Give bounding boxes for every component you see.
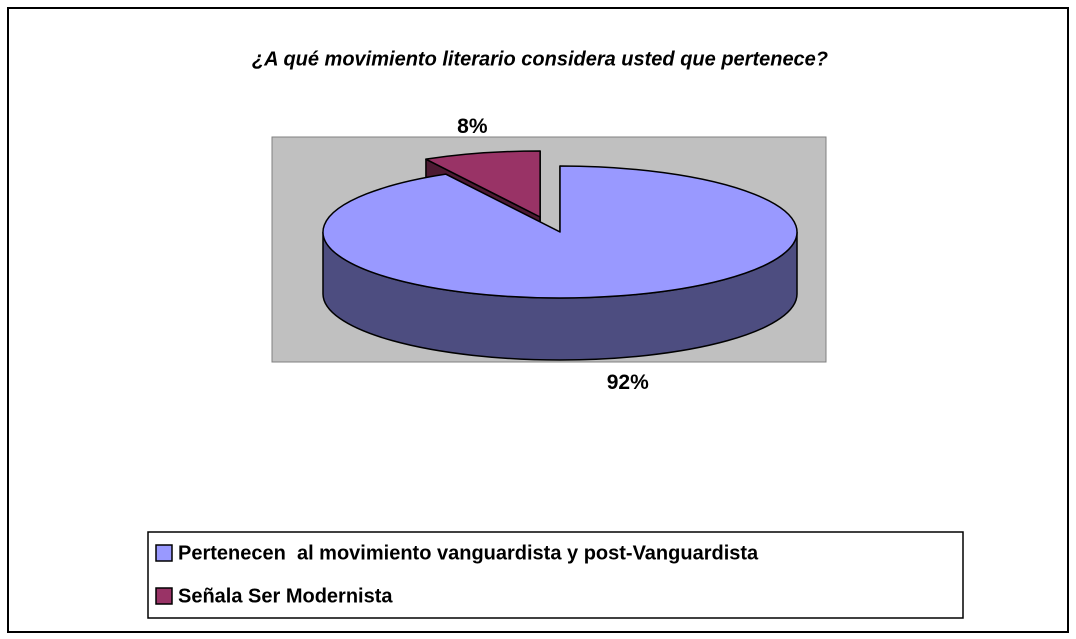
data-label: 8%: [457, 115, 488, 138]
slice-top: [425, 150, 541, 218]
legend-label: Señala Ser Modernista: [178, 585, 393, 607]
legend: [147, 531, 964, 619]
pie: [322, 150, 798, 361]
legend-label: Pertenecen al movimiento vanguardista y …: [178, 542, 759, 564]
chart-title: ¿A qué movimiento literario considera us…: [252, 48, 828, 70]
legend-swatch: [155, 587, 173, 605]
slice: [322, 165, 798, 361]
data-label: 92%: [607, 371, 649, 394]
legend-swatch: [155, 544, 173, 562]
slice-top: [322, 165, 798, 299]
